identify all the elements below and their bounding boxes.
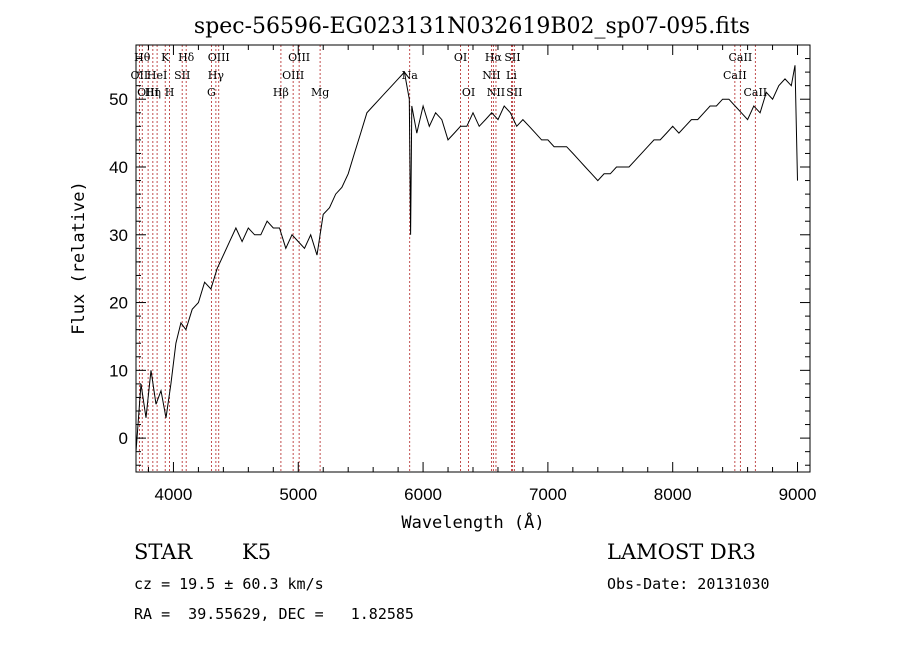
- x-tick-label-0: 4000: [155, 485, 193, 504]
- line-marker-label-1: Hθ: [134, 51, 151, 64]
- line-marker-label-19: NII: [482, 69, 500, 82]
- x-tick-label-1: 5000: [279, 485, 317, 504]
- line-marker-label-21: NII: [487, 86, 505, 99]
- line-marker-label-8: Hδ: [178, 51, 195, 64]
- line-marker-label-20: Hα: [485, 51, 503, 64]
- line-marker-label-6: H: [165, 86, 175, 99]
- x-tick-label-5: 9000: [779, 485, 817, 504]
- line-marker-label-27: CaII: [743, 86, 767, 99]
- line-marker-label-11: OIII: [208, 51, 230, 64]
- y-axis-label: Flux (relative): [69, 181, 89, 335]
- x-axis-ticks: 4000 5000 6000 7000 8000 9000: [147, 45, 817, 504]
- line-marker-label-14: OIII: [288, 51, 310, 64]
- y-tick-label-1: 10: [109, 361, 128, 380]
- y-tick-label-0: 0: [119, 429, 128, 448]
- line-marker-label-22: Li: [506, 69, 517, 82]
- line-marker-label-12: Hβ: [273, 86, 289, 99]
- y-axis-ticks: 0 10 20 30 40 50: [109, 58, 810, 466]
- line-marker-label-2: OIII: [137, 86, 159, 99]
- y-tick-label-4: 40: [109, 158, 128, 177]
- spectral-line-markers: [138, 45, 756, 472]
- line-marker-label-18: OI: [462, 86, 475, 99]
- line-marker-label-23: SII: [504, 51, 520, 64]
- y-tick-label-2: 20: [109, 294, 128, 313]
- object-class: STAR: [134, 540, 193, 564]
- obs-date: Obs-Date: 20131030: [607, 575, 770, 593]
- chart-title: spec-56596-EG023131N032619B02_sp07-095.f…: [194, 14, 750, 39]
- line-marker-label-16: Na: [402, 69, 419, 82]
- x-tick-label-2: 6000: [404, 485, 442, 504]
- spectrum-line: [135, 65, 798, 452]
- line-marker-label-4: HeI: [147, 69, 167, 82]
- line-marker-label-10: Hγ: [208, 69, 225, 82]
- line-marker-label-7: SII: [174, 69, 190, 82]
- line-marker-label-25: CaII: [723, 69, 747, 82]
- y-tick-label-3: 30: [109, 226, 128, 245]
- line-marker-label-15: Mg: [311, 86, 329, 99]
- x-axis-label: Wavelength (Å): [401, 511, 544, 533]
- redshift-line: cz = 19.5 ± 60.3 km/s: [134, 575, 324, 593]
- plot-frame: [135, 44, 811, 473]
- line-marker-label-26: CaII: [729, 51, 753, 64]
- line-marker-label-13: OIII: [282, 69, 304, 82]
- line-marker-label-3: Hη: [145, 86, 161, 99]
- line-marker-label-17: OI: [454, 51, 467, 64]
- x-tick-label-3: 7000: [529, 485, 567, 504]
- survey-name: LAMOST DR3: [607, 540, 756, 564]
- y-tick-label-5: 50: [109, 90, 128, 109]
- line-marker-label-0: OII: [131, 69, 149, 82]
- spectral-line-labels: OIIHθOIIIHηHeIKHSIIHδGHγOIIIHβOIIIOIIIMg…: [131, 51, 768, 99]
- object-subclass: K5: [242, 540, 272, 564]
- x-tick-label-4: 8000: [654, 485, 692, 504]
- line-marker-label-5: K: [161, 51, 170, 64]
- line-marker-label-24: SII: [506, 86, 522, 99]
- line-marker-label-9: G: [207, 86, 216, 99]
- coordinates: RA = 39.55629, DEC = 1.82585: [134, 605, 414, 623]
